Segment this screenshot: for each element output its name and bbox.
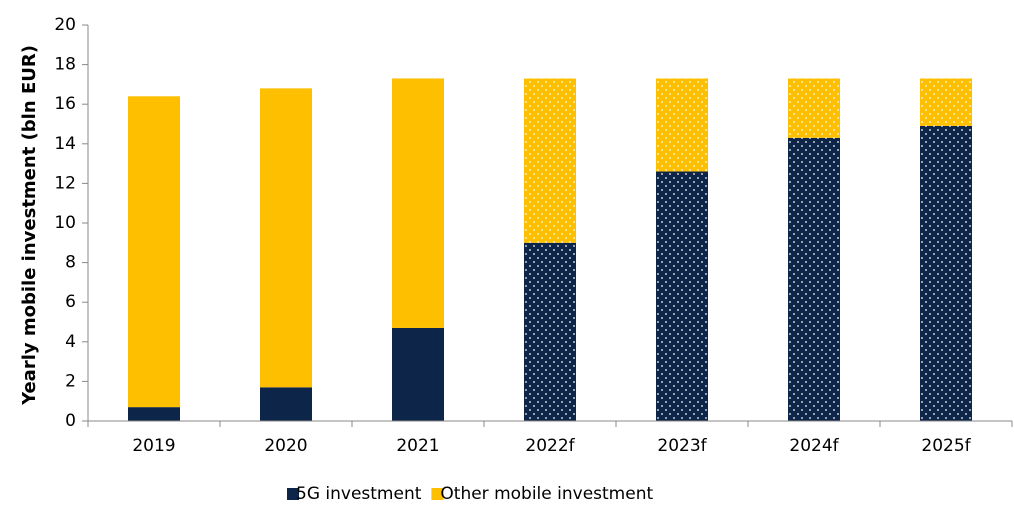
bar bbox=[656, 171, 708, 421]
bar bbox=[128, 407, 180, 421]
x-tick-label: 2021 bbox=[396, 436, 439, 456]
x-tick-label: 2025f bbox=[921, 436, 971, 456]
bar bbox=[656, 78, 708, 172]
x-tick-label: 2022f bbox=[525, 436, 575, 456]
bar bbox=[392, 327, 444, 421]
legend-label: Other mobile investment bbox=[440, 484, 653, 504]
x-tick-label: 2024f bbox=[789, 436, 839, 456]
x-tick-label: 2023f bbox=[657, 436, 707, 456]
y-tick-label: 2 bbox=[65, 371, 76, 391]
y-tick-label: 0 bbox=[65, 411, 76, 431]
legend-swatch bbox=[287, 488, 299, 500]
bar bbox=[788, 78, 840, 138]
y-tick-label: 12 bbox=[54, 173, 76, 193]
bar bbox=[260, 88, 312, 388]
legend-label: 5G investment bbox=[296, 484, 422, 504]
y-tick-label: 20 bbox=[54, 15, 76, 35]
y-tick-label: 4 bbox=[65, 332, 76, 352]
y-axis-label: Yearly mobile investment (bln EUR) bbox=[19, 45, 40, 406]
bar bbox=[920, 78, 972, 126]
bar bbox=[260, 387, 312, 421]
x-tick-label: 2019 bbox=[132, 436, 175, 456]
bar bbox=[524, 242, 576, 421]
bar bbox=[524, 78, 576, 243]
y-tick-label: 10 bbox=[54, 213, 76, 233]
y-tick-label: 6 bbox=[65, 292, 76, 312]
y-tick-label: 14 bbox=[54, 134, 76, 154]
bar bbox=[788, 137, 840, 422]
bar bbox=[920, 125, 972, 421]
y-tick-label: 16 bbox=[54, 94, 76, 114]
y-tick-label: 8 bbox=[65, 253, 76, 273]
bar bbox=[392, 78, 444, 328]
x-tick-label: 2020 bbox=[264, 436, 307, 456]
legend-swatch bbox=[431, 488, 444, 500]
y-tick-label: 18 bbox=[54, 55, 76, 75]
bar bbox=[128, 96, 180, 408]
